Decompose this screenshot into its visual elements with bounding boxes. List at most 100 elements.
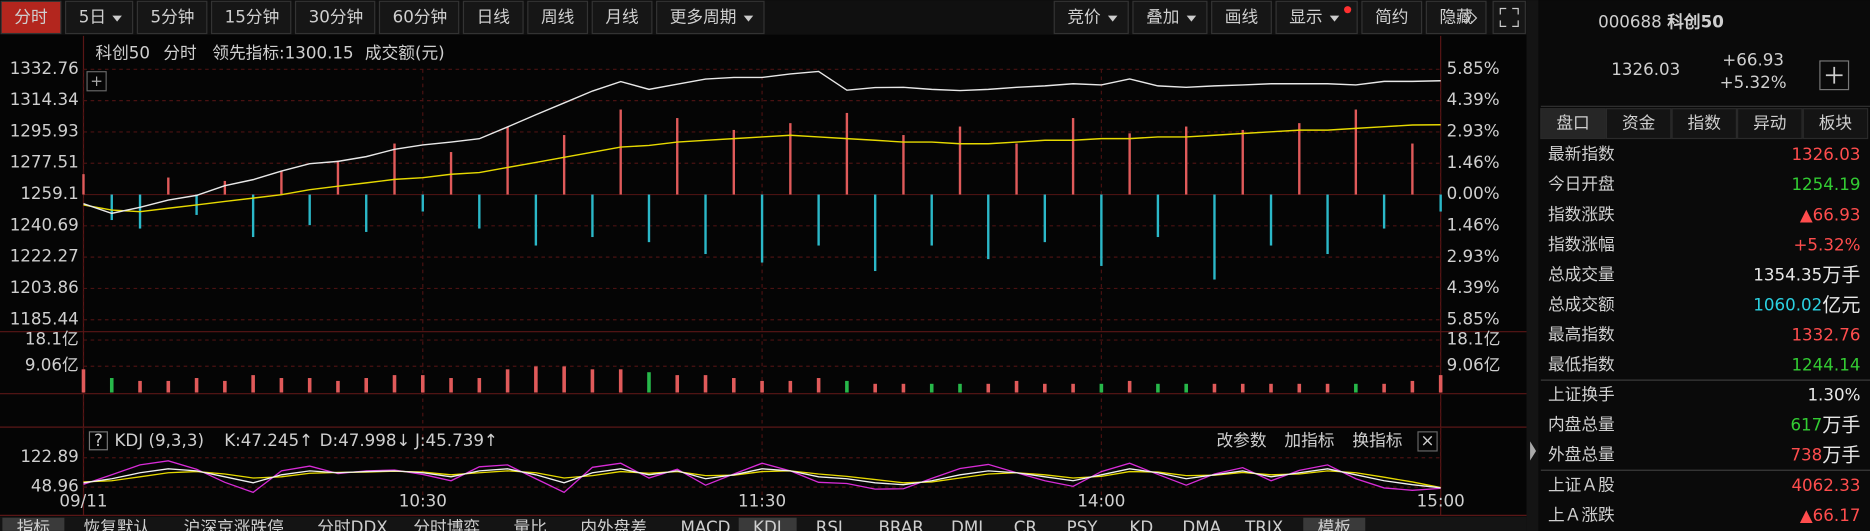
toolbar-button-label: 竞价 (1067, 8, 1101, 27)
bottom-tab[interactable]: 分时DDX (317, 518, 388, 531)
side-panel (1538, 0, 1870, 531)
strength-bar (1213, 194, 1216, 280)
volume-bar (958, 383, 962, 393)
indicator-action[interactable]: 加指标 (1284, 431, 1334, 450)
strength-bar (1184, 126, 1188, 195)
row-value: 1254.19 (1791, 175, 1860, 194)
bottom-tab[interactable]: DMI (951, 518, 983, 531)
x-tick-label: 15:00 (1417, 492, 1465, 511)
bottom-tab[interactable]: CR (1014, 518, 1038, 531)
strength-bar (760, 194, 764, 263)
strength-bar (1071, 118, 1075, 195)
volume-bar (1410, 380, 1415, 393)
toolbar-button[interactable] (1211, 0, 1272, 35)
toolbar-button[interactable] (591, 0, 653, 35)
indicator-title: KDJ (9,3,3) (114, 431, 203, 450)
row-value: 1332.76 (1791, 325, 1860, 344)
volume-tick-label: 18.1亿 (1447, 330, 1501, 349)
volume-bar (816, 378, 821, 393)
strength-bar (732, 129, 735, 195)
strength-bar (1269, 194, 1273, 246)
row-value-number: 1244.14 (1791, 355, 1860, 374)
volume-bar (1043, 383, 1047, 393)
panel-tab[interactable] (1737, 108, 1803, 140)
toolbar-button[interactable] (1361, 0, 1423, 35)
close-button[interactable] (1417, 431, 1438, 452)
strength-bar (1043, 194, 1047, 243)
row-value-number: ▲66.93 (1800, 205, 1861, 224)
toolbar-button-label: 叠加 (1146, 8, 1179, 27)
bottom-tab[interactable]: 内外盘差 (580, 518, 647, 531)
toolbar-button[interactable] (210, 0, 292, 35)
row-value-unit: 万手 (1822, 264, 1860, 286)
splitter-arrow[interactable] (1530, 441, 1537, 461)
watch-button[interactable] (1819, 60, 1850, 91)
volume-bar (534, 366, 538, 393)
bottom-tab[interactable]: 分时博弈 (413, 518, 480, 531)
toolbar-button-label: 5日 (79, 8, 106, 27)
row-value-number: 1332.76 (1791, 325, 1860, 344)
bottom-tab[interactable]: 恢复默认 (83, 518, 150, 531)
strength-bar (817, 194, 820, 246)
indicator-action[interactable]: 改参数 (1216, 431, 1266, 450)
volume-bar (1354, 383, 1358, 393)
lead-line (83, 124, 1441, 213)
indicator-action[interactable]: 换指标 (1352, 431, 1402, 450)
toolbar-button[interactable] (527, 0, 589, 35)
row-value-number: 1254.19 (1791, 175, 1860, 194)
volume-bar (194, 378, 199, 393)
bottom-tab[interactable]: 量比 (514, 518, 547, 531)
y-tick-label: 1332.76 (10, 59, 79, 78)
panel-tab-label: 异动 (1753, 114, 1786, 133)
bottom-tab[interactable]: BRAR (878, 518, 924, 531)
toolbar-button-label: 60分钟 (393, 8, 448, 27)
panel-tab[interactable] (1802, 108, 1869, 140)
panel-tab[interactable] (1671, 108, 1738, 140)
fullscreen-button[interactable] (1492, 0, 1526, 35)
volume-bar (1127, 380, 1132, 393)
volume-bar (1184, 383, 1188, 393)
bottom-tab[interactable]: DMA (1182, 518, 1221, 531)
panel-tab[interactable] (1540, 108, 1606, 140)
toolbar-button[interactable] (378, 0, 460, 35)
bottom-tab[interactable]: 指标 (17, 518, 50, 531)
row-value-unit: 万手 (1822, 414, 1860, 436)
bottom-tab[interactable]: 模板 (1318, 518, 1352, 531)
toolbar-button-label: 分时 (14, 8, 48, 27)
row-value: +5.32% (1793, 235, 1860, 254)
panel-tab[interactable] (1605, 108, 1672, 140)
panel-tab-label: 指数 (1688, 114, 1722, 133)
row-label: 总成交量 (1548, 265, 1615, 284)
toolbar-button-label: 日线 (477, 8, 511, 27)
bottom-tab[interactable]: 沪深京涨跌停 (184, 518, 284, 531)
y2-tick-label: 2.93% (1447, 121, 1500, 140)
toolbar-button[interactable] (0, 0, 62, 35)
volume-bar (477, 378, 482, 393)
y-tick-label: 1222.27 (10, 247, 79, 266)
price-change: +66.93 (1722, 50, 1784, 69)
bottom-tab[interactable]: KDJ (753, 518, 782, 531)
row-value: 1326.03 (1791, 145, 1860, 164)
strength-bar (1439, 194, 1442, 212)
toolbar-button[interactable] (136, 0, 208, 35)
toolbar-button[interactable] (64, 0, 134, 35)
y2-tick-label: 4.39% (1447, 90, 1500, 109)
strength-bar (336, 160, 340, 195)
bottom-tab[interactable]: MACD (680, 518, 730, 531)
strength-bar (1354, 109, 1358, 195)
bottom-tab[interactable]: RSI (816, 518, 843, 531)
toolbar-button[interactable] (294, 0, 376, 35)
strength-bar (365, 194, 368, 232)
toolbar-button[interactable] (462, 0, 524, 35)
volume-bar (505, 369, 510, 393)
add-button[interactable] (86, 71, 107, 92)
strength-bar (845, 112, 849, 195)
y-tick-label: 1295.93 (10, 121, 79, 140)
bottom-tab[interactable]: TRIX (1244, 518, 1283, 531)
bottom-tab[interactable]: PSY (1067, 518, 1099, 531)
bottom-tab[interactable]: KD (1129, 518, 1153, 531)
toolbar-button[interactable] (1275, 0, 1358, 35)
toolbar-button-label: 画线 (1225, 8, 1259, 27)
help-button[interactable] (88, 431, 108, 451)
y2-tick-label: 1.46% (1447, 215, 1500, 234)
